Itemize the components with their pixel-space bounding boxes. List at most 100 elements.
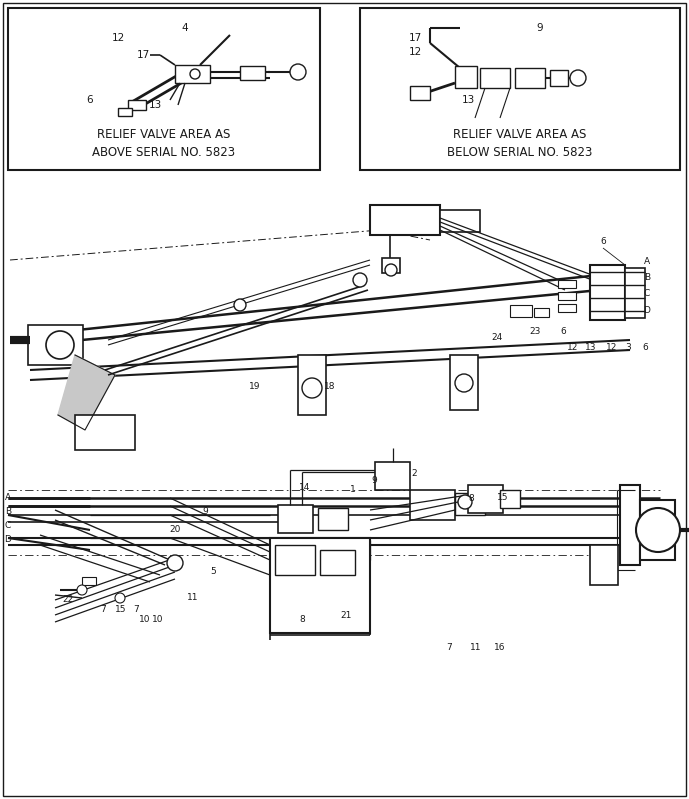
Bar <box>455 66 477 88</box>
Bar <box>410 490 455 520</box>
Bar <box>534 308 549 317</box>
Text: 1: 1 <box>350 486 356 495</box>
Text: 17: 17 <box>409 33 422 43</box>
Bar <box>375 462 410 490</box>
Ellipse shape <box>455 374 473 392</box>
Text: D: D <box>644 305 650 315</box>
Ellipse shape <box>77 585 87 595</box>
Ellipse shape <box>458 495 472 509</box>
Bar <box>318 508 348 530</box>
Text: 7: 7 <box>133 606 139 614</box>
Ellipse shape <box>115 593 125 603</box>
Text: 9: 9 <box>371 475 377 484</box>
Bar <box>240 66 265 80</box>
Bar <box>455 493 485 515</box>
Ellipse shape <box>302 378 322 398</box>
Text: RELIEF VALVE AREA AS: RELIEF VALVE AREA AS <box>97 129 231 141</box>
Text: 6: 6 <box>87 95 93 105</box>
Text: 19: 19 <box>249 383 260 392</box>
Ellipse shape <box>636 508 680 552</box>
Ellipse shape <box>234 299 246 311</box>
Text: 8: 8 <box>299 615 305 625</box>
Text: 3: 3 <box>625 343 631 352</box>
Text: 7: 7 <box>446 643 452 653</box>
Bar <box>468 485 503 513</box>
Text: 22: 22 <box>63 595 74 605</box>
Text: 6: 6 <box>560 328 566 336</box>
Bar <box>640 500 675 560</box>
Bar <box>28 325 83 365</box>
Ellipse shape <box>353 273 367 287</box>
Text: 9: 9 <box>537 23 544 33</box>
Text: 11: 11 <box>471 643 482 653</box>
Bar <box>75 415 135 450</box>
Bar <box>558 280 576 288</box>
Bar <box>590 265 625 320</box>
Text: D: D <box>5 535 12 544</box>
Text: 24: 24 <box>491 332 502 341</box>
Text: 16: 16 <box>494 643 506 653</box>
Text: 18: 18 <box>325 383 336 392</box>
Bar <box>510 305 532 317</box>
Bar <box>620 485 640 565</box>
Text: C: C <box>644 289 650 299</box>
Text: 13: 13 <box>462 95 475 105</box>
Text: 4: 4 <box>182 23 188 33</box>
Bar <box>450 355 478 410</box>
Text: BELOW SERIAL NO. 5823: BELOW SERIAL NO. 5823 <box>447 145 593 158</box>
Text: 5: 5 <box>210 567 216 577</box>
Ellipse shape <box>190 69 200 79</box>
Text: B: B <box>644 273 650 283</box>
Bar <box>382 258 400 273</box>
Text: 12: 12 <box>567 343 579 352</box>
Text: 23: 23 <box>529 328 541 336</box>
Text: 12: 12 <box>606 343 617 352</box>
Ellipse shape <box>385 264 397 276</box>
Text: 11: 11 <box>187 593 198 602</box>
Text: 2: 2 <box>411 470 417 479</box>
Bar <box>360 8 680 170</box>
Bar <box>270 538 370 633</box>
Text: 8: 8 <box>468 495 474 503</box>
Text: 12: 12 <box>112 33 125 43</box>
Bar <box>558 292 576 300</box>
Bar <box>480 68 510 88</box>
Text: 21: 21 <box>340 610 351 619</box>
Bar <box>278 505 313 533</box>
Bar <box>8 8 320 170</box>
Bar <box>175 65 210 83</box>
Bar <box>625 268 645 318</box>
Text: ABOVE SERIAL NO. 5823: ABOVE SERIAL NO. 5823 <box>92 145 236 158</box>
Text: RELIEF VALVE AREA AS: RELIEF VALVE AREA AS <box>453 129 587 141</box>
Bar <box>500 490 520 508</box>
Bar <box>320 550 355 575</box>
Text: A: A <box>5 494 11 503</box>
Text: 13: 13 <box>148 100 162 110</box>
Text: 15: 15 <box>497 492 508 502</box>
Bar <box>515 68 545 88</box>
Bar <box>128 100 146 110</box>
Bar <box>118 108 132 116</box>
Text: 10: 10 <box>139 615 151 625</box>
Text: 7: 7 <box>100 606 106 614</box>
Bar <box>298 355 326 415</box>
Text: 17: 17 <box>136 50 150 60</box>
Bar <box>440 210 480 232</box>
Bar <box>590 545 618 585</box>
Text: 13: 13 <box>585 343 597 352</box>
Ellipse shape <box>167 555 183 571</box>
Text: 9: 9 <box>202 507 208 516</box>
Bar <box>558 304 576 312</box>
Text: 20: 20 <box>169 526 181 535</box>
Text: 15: 15 <box>115 606 127 614</box>
Bar <box>370 205 440 235</box>
Text: 10: 10 <box>152 615 164 625</box>
Bar <box>275 545 315 575</box>
Bar <box>82 577 96 585</box>
Text: C: C <box>5 522 11 531</box>
Ellipse shape <box>570 70 586 86</box>
Polygon shape <box>58 355 115 430</box>
Text: B: B <box>5 507 11 516</box>
Bar <box>410 86 430 100</box>
Bar <box>550 70 568 86</box>
